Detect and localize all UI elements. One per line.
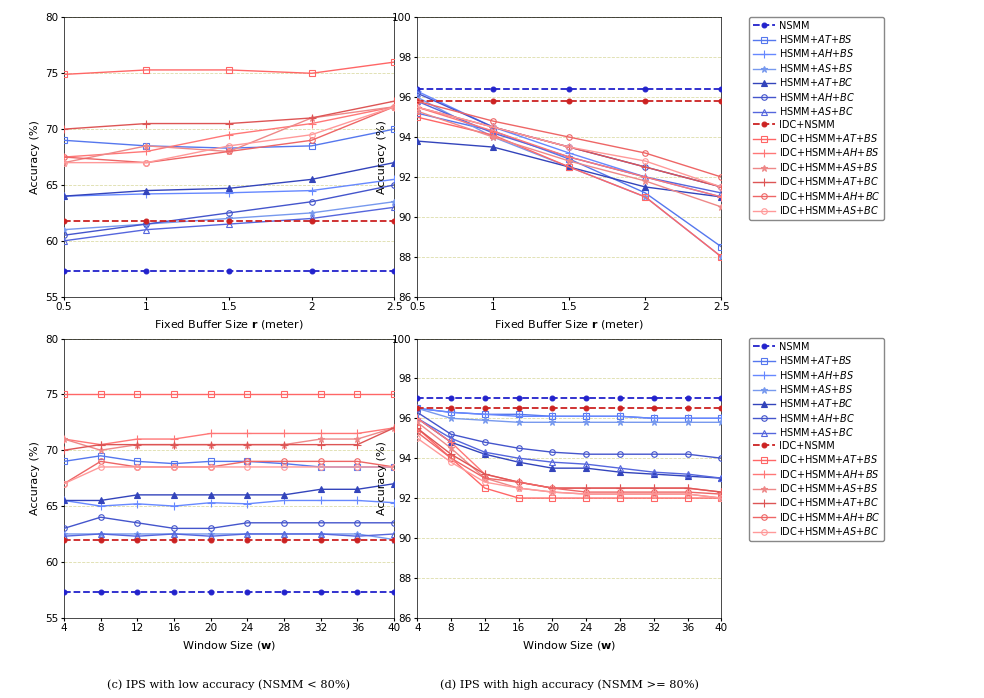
X-axis label: Window Size ($\mathbf{w}$): Window Size ($\mathbf{w}$) (182, 639, 277, 652)
Y-axis label: Accuracy (%): Accuracy (%) (30, 441, 39, 515)
Text: (d) IPS with high accuracy (NSMM >= 80%): (d) IPS with high accuracy (NSMM >= 80%) (440, 679, 699, 690)
Text: (b) IPS with high accuracy (NSMM >= 80%): (b) IPS with high accuracy (NSMM >= 80%) (440, 358, 699, 369)
Y-axis label: Accuracy (%): Accuracy (%) (30, 120, 39, 194)
Text: (a) IPS with low accuracy (NSMM < 80%): (a) IPS with low accuracy (NSMM < 80%) (107, 358, 351, 369)
X-axis label: Fixed Buffer Size $\mathbf{r}$ (meter): Fixed Buffer Size $\mathbf{r}$ (meter) (154, 318, 304, 331)
Legend: NSMM, HSMM+$\mathit{AT}$+$\mathit{BS}$, HSMM+$\mathit{AH}$+$\mathit{BS}$, HSMM+$: NSMM, HSMM+$\mathit{AT}$+$\mathit{BS}$, … (750, 338, 884, 541)
Legend: NSMM, HSMM+$\mathit{AT}$+$\mathit{BS}$, HSMM+$\mathit{AH}$+$\mathit{BS}$, HSMM+$: NSMM, HSMM+$\mathit{AT}$+$\mathit{BS}$, … (750, 17, 884, 220)
Text: (c) IPS with low accuracy (NSMM < 80%): (c) IPS with low accuracy (NSMM < 80%) (107, 679, 350, 690)
X-axis label: Window Size ($\mathbf{w}$): Window Size ($\mathbf{w}$) (523, 639, 616, 652)
Y-axis label: Accuracy (%): Accuracy (%) (377, 441, 387, 515)
Y-axis label: Accuracy (%): Accuracy (%) (377, 120, 387, 194)
X-axis label: Fixed Buffer Size $\mathbf{r}$ (meter): Fixed Buffer Size $\mathbf{r}$ (meter) (495, 318, 645, 331)
